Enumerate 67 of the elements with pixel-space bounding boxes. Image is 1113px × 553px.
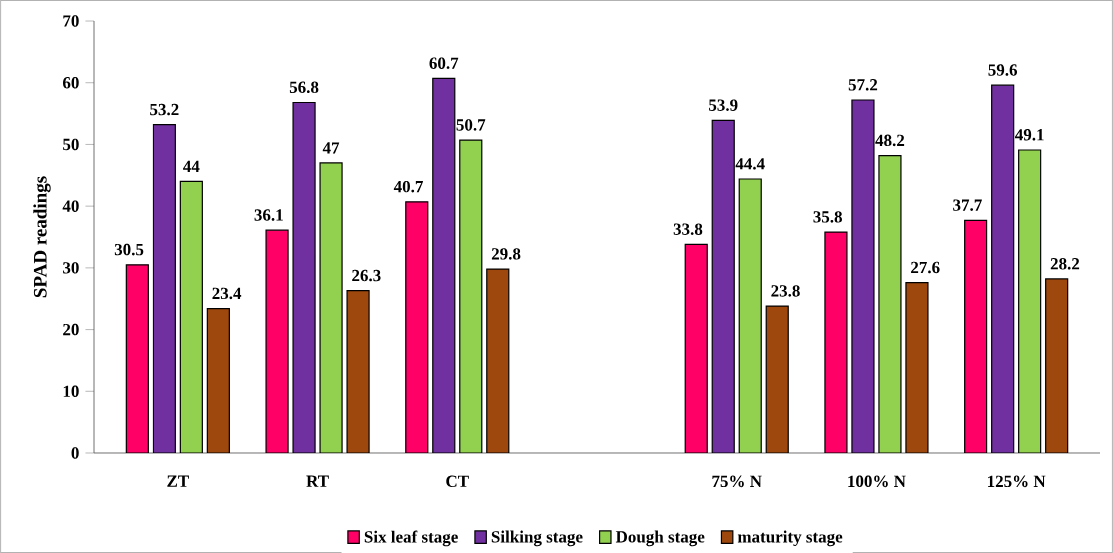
x-tick-label: RT [306, 475, 329, 487]
bar [851, 99, 875, 453]
y-tick-label: 50 [63, 138, 79, 151]
data-label: 59.6 [988, 64, 1018, 76]
y-tick-label: 60 [63, 77, 79, 89]
bar [738, 178, 762, 453]
y-tick-label: 0 [71, 447, 79, 459]
data-label: 26.3 [352, 269, 381, 282]
bar [684, 243, 708, 453]
bar [878, 154, 902, 453]
legend-label: Silking stage [491, 530, 583, 547]
bar [125, 264, 149, 453]
bar [206, 307, 230, 453]
data-label: 60.7 [429, 57, 459, 70]
data-label: 48.2 [875, 134, 905, 147]
data-label: 50.7 [456, 119, 486, 131]
data-label: 35.8 [813, 211, 842, 223]
data-label: 28.2 [1050, 258, 1080, 270]
data-label: 23.4 [212, 287, 242, 300]
bar [265, 229, 289, 453]
legend-label: Six leaf stage [364, 530, 458, 547]
y-tick-label: 10 [63, 385, 79, 398]
bar [346, 290, 370, 453]
data-label: 44.4 [735, 158, 765, 170]
data-label: 37.7 [953, 199, 982, 211]
data-label: 49.1 [1015, 129, 1044, 141]
y-tick-label: 30 [63, 262, 79, 274]
bar [1045, 278, 1069, 453]
bar [432, 77, 456, 453]
legend-label: Dough stage [615, 530, 705, 547]
data-label: 57.2 [848, 79, 878, 91]
data-label: 30.5 [114, 243, 144, 256]
x-tick-label: 75% N [712, 475, 762, 488]
bar [405, 201, 429, 453]
data-label: 23.8 [771, 285, 800, 297]
y-axis-title: SPAD readings [33, 176, 51, 298]
bar [1018, 149, 1042, 453]
data-label: 27.6 [911, 261, 940, 274]
bar [765, 305, 789, 453]
bar [179, 180, 203, 453]
y-tick-label: 70 [63, 15, 79, 27]
x-tick-label: 125% N [988, 475, 1046, 488]
bar [905, 282, 929, 453]
legend-label: maturity stage [737, 530, 843, 547]
bar [152, 124, 176, 453]
bar [486, 268, 510, 453]
bar [292, 101, 316, 453]
bar [964, 219, 988, 453]
bar [711, 119, 735, 453]
y-tick-label: 20 [63, 323, 79, 336]
bar [824, 231, 848, 453]
y-tick-label: 40 [62, 200, 79, 212]
data-label: 53.9 [709, 99, 738, 111]
data-label: 29.8 [491, 248, 521, 260]
data-label: 44 [183, 160, 200, 173]
bar [459, 139, 483, 453]
x-tick-label: CT [446, 475, 469, 488]
bar [319, 162, 343, 453]
bar [991, 84, 1015, 453]
data-label: 36.1 [254, 209, 283, 221]
data-label: 56.8 [289, 81, 319, 94]
x-tick-label: 100% N [848, 475, 906, 488]
data-label: 53.2 [150, 103, 179, 116]
data-label: 33.8 [673, 223, 703, 236]
x-tick-label: ZT [167, 475, 189, 487]
data-label: 47 [322, 142, 340, 154]
data-label: 40.7 [393, 180, 423, 193]
